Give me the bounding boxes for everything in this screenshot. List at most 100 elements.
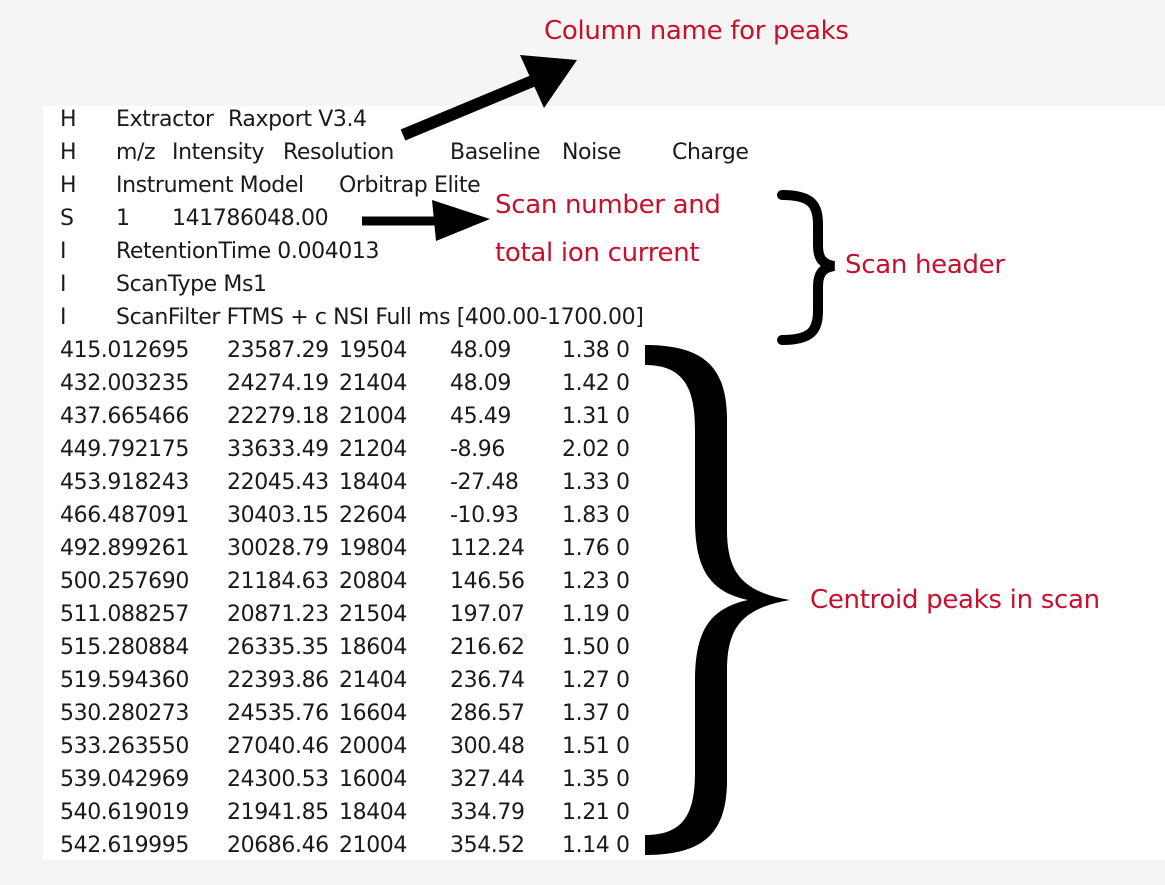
- peak-mz: 437.665466: [60, 404, 189, 429]
- scan-number: 1: [116, 206, 130, 231]
- peak-intensity: 22393.86: [227, 668, 329, 693]
- peak-baseline: 48.09: [450, 371, 511, 396]
- scan-filter: ScanFilter FTMS + c NSI Full ms [400.00-…: [116, 305, 644, 330]
- line-tag: H: [60, 107, 77, 132]
- peak-mz: 542.619995: [60, 833, 189, 858]
- peak-mz: 539.042969: [60, 767, 189, 792]
- peak-intensity: 20686.46: [227, 833, 329, 858]
- peak-intensity: 20871.23: [227, 602, 329, 627]
- peak-noise: 1.83: [562, 503, 610, 528]
- peak-noise: 1.37: [562, 701, 610, 726]
- peak-charge: 0: [616, 404, 630, 429]
- peak-baseline: 354.52: [450, 833, 525, 858]
- peak-noise: 1.51: [562, 734, 610, 759]
- peak-charge: 0: [616, 767, 630, 792]
- peak-mz: 432.003235: [60, 371, 189, 396]
- peak-intensity: 27040.46: [227, 734, 329, 759]
- peak-resolution: 22604: [339, 503, 407, 528]
- peak-noise: 1.31: [562, 404, 610, 429]
- arrow-scan-number: [362, 200, 490, 241]
- peak-charge: 0: [616, 437, 630, 462]
- peak-resolution: 21404: [339, 371, 407, 396]
- peak-noise: 2.02: [562, 437, 610, 462]
- line-tag: I: [60, 239, 67, 264]
- peak-charge: 0: [616, 800, 630, 825]
- peak-intensity: 21184.63: [227, 569, 329, 594]
- peak-baseline: 112.24: [450, 536, 525, 561]
- peak-resolution: 20004: [339, 734, 407, 759]
- peak-charge: 0: [616, 371, 630, 396]
- column-name-charge: Charge: [672, 140, 749, 165]
- peak-mz: 466.487091: [60, 503, 189, 528]
- peak-noise: 1.35: [562, 767, 610, 792]
- peak-baseline: -10.93: [450, 503, 519, 528]
- annotation-column-name: Column name for peaks: [544, 16, 849, 46]
- peak-mz: 500.257690: [60, 569, 189, 594]
- peak-noise: 1.21: [562, 800, 610, 825]
- header-field: Extractor: [116, 107, 214, 132]
- peak-resolution: 16604: [339, 701, 407, 726]
- line-tag: H: [60, 140, 77, 165]
- peak-intensity: 21941.85: [227, 800, 329, 825]
- peak-resolution: 19804: [339, 536, 407, 561]
- column-name-resolution: Resolution: [283, 140, 394, 165]
- annotation-total-ion-current: total ion current: [495, 238, 700, 268]
- peak-noise: 1.23: [562, 569, 610, 594]
- peak-resolution: 19504: [339, 338, 407, 363]
- peak-resolution: 20804: [339, 569, 407, 594]
- peak-baseline: -8.96: [450, 437, 505, 462]
- peak-intensity: 30403.15: [227, 503, 329, 528]
- header-field: Instrument Model: [116, 173, 304, 198]
- column-name-baseline: Baseline: [450, 140, 541, 165]
- peak-charge: 0: [616, 470, 630, 495]
- peak-intensity: 24300.53: [227, 767, 329, 792]
- peak-intensity: 26335.35: [227, 635, 329, 660]
- peak-intensity: 24535.76: [227, 701, 329, 726]
- peak-mz: 453.918243: [60, 470, 189, 495]
- peak-baseline: 334.79: [450, 800, 525, 825]
- peak-resolution: 16004: [339, 767, 407, 792]
- peak-baseline: 300.48: [450, 734, 525, 759]
- peak-noise: 1.14: [562, 833, 610, 858]
- peak-baseline: 48.09: [450, 338, 511, 363]
- annotation-centroid-peaks: Centroid peaks in scan: [810, 585, 1100, 615]
- peak-baseline: 45.49: [450, 404, 511, 429]
- peak-mz: 449.792175: [60, 437, 189, 462]
- peak-baseline: 327.44: [450, 767, 525, 792]
- peak-mz: 515.280884: [60, 635, 189, 660]
- peak-intensity: 22279.18: [227, 404, 329, 429]
- peak-baseline: 216.62: [450, 635, 525, 660]
- peak-mz: 533.263550: [60, 734, 189, 759]
- brace-centroid-peaks: [645, 345, 790, 855]
- line-tag: I: [60, 272, 67, 297]
- line-tag: I: [60, 305, 67, 330]
- peak-charge: 0: [616, 668, 630, 693]
- total-ion-current: 141786048.00: [172, 206, 329, 231]
- peak-charge: 0: [616, 602, 630, 627]
- peak-charge: 0: [616, 701, 630, 726]
- peak-resolution: 21004: [339, 404, 407, 429]
- peak-mz: 530.280273: [60, 701, 189, 726]
- peak-resolution: 21504: [339, 602, 407, 627]
- header-field: Orbitrap Elite: [339, 173, 481, 198]
- scan-type: ScanType Ms1: [116, 272, 267, 297]
- peak-mz: 415.012695: [60, 338, 189, 363]
- peak-resolution: 18404: [339, 470, 407, 495]
- peak-mz: 511.088257: [60, 602, 189, 627]
- peak-intensity: 24274.19: [227, 371, 329, 396]
- annotation-scan-number: Scan number and: [495, 190, 721, 220]
- arrow-column-name: [400, 55, 577, 141]
- peak-charge: 0: [616, 503, 630, 528]
- annotation-scan-header: Scan header: [845, 250, 1005, 280]
- peak-resolution: 18604: [339, 635, 407, 660]
- line-tag: S: [60, 206, 74, 231]
- retention-time: RetentionTime 0.004013: [116, 239, 380, 264]
- peak-charge: 0: [616, 734, 630, 759]
- line-tag: H: [60, 173, 77, 198]
- peak-resolution: 21204: [339, 437, 407, 462]
- peak-noise: 1.27: [562, 668, 610, 693]
- peak-resolution: 18404: [339, 800, 407, 825]
- header-field: Raxport V3.4: [228, 107, 367, 132]
- peak-mz: 492.899261: [60, 536, 189, 561]
